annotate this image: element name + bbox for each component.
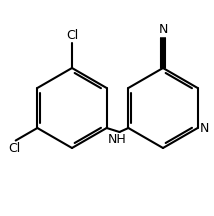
Text: Cl: Cl [9,141,21,154]
Text: N: N [200,122,209,135]
Text: N: N [158,23,168,36]
Text: NH: NH [108,133,127,146]
Text: Cl: Cl [66,29,78,42]
